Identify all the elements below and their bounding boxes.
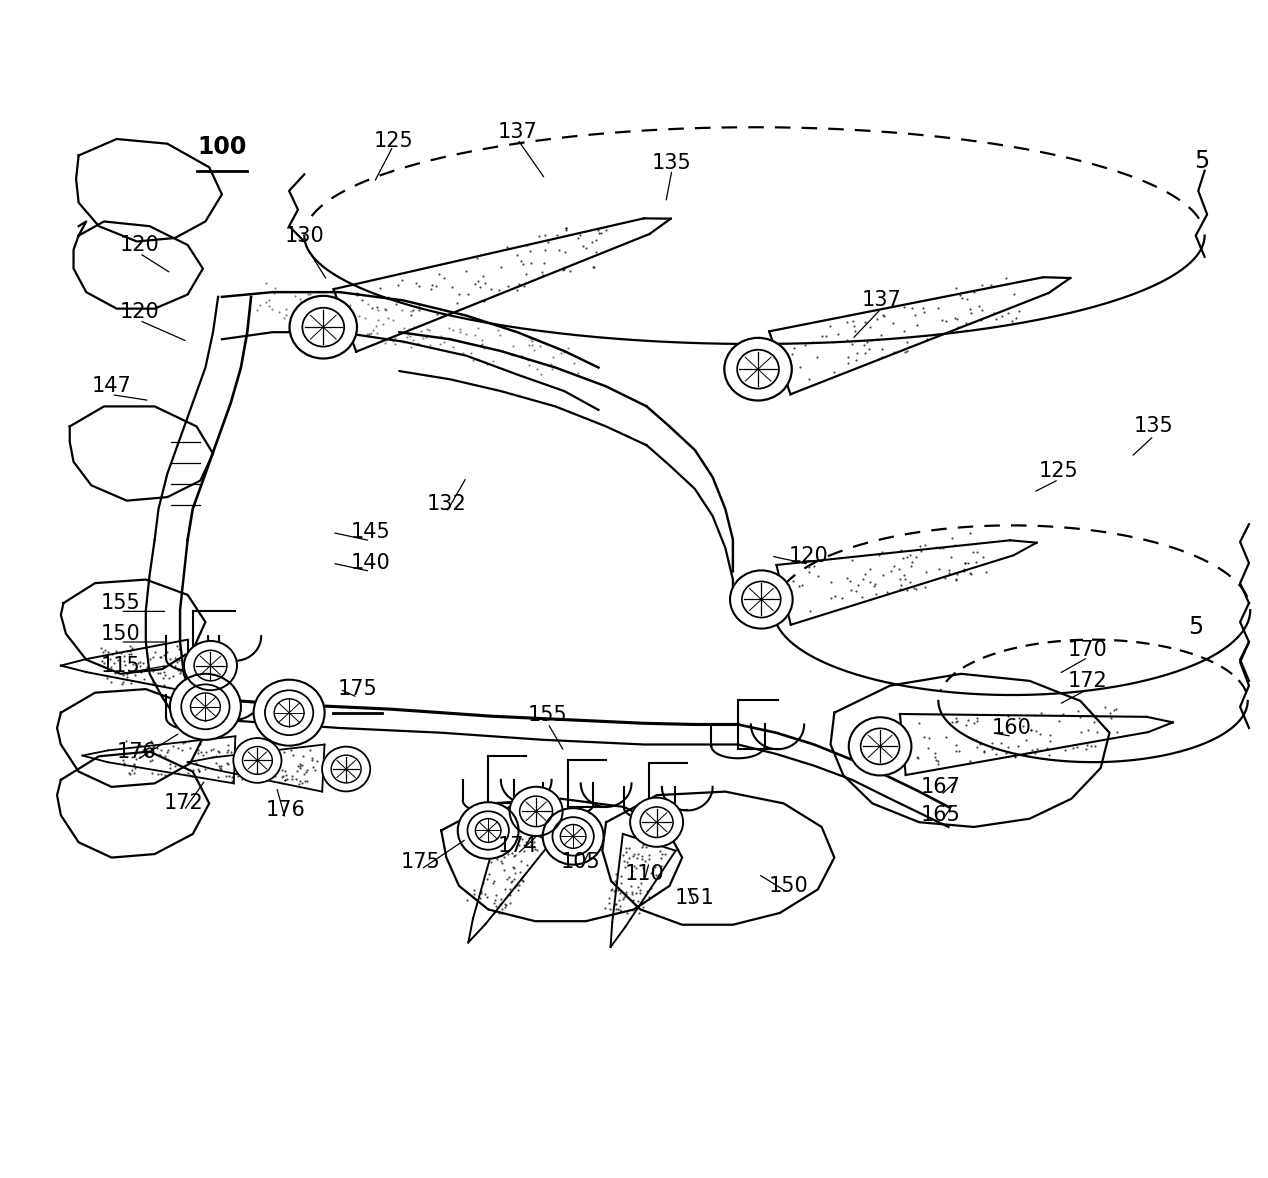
Circle shape (242, 747, 273, 774)
Text: 135: 135 (1134, 417, 1174, 436)
Text: 147: 147 (91, 377, 132, 396)
Text: 115: 115 (100, 656, 141, 675)
Text: 170: 170 (1068, 641, 1108, 660)
Circle shape (520, 796, 553, 827)
Circle shape (848, 717, 912, 775)
Circle shape (468, 812, 508, 849)
Text: 137: 137 (861, 291, 902, 310)
Text: 150: 150 (768, 876, 809, 895)
Text: 120: 120 (119, 303, 160, 322)
Text: 140: 140 (350, 554, 391, 573)
Circle shape (170, 674, 241, 740)
Text: 137: 137 (497, 123, 538, 141)
Circle shape (730, 570, 792, 629)
Circle shape (737, 350, 779, 389)
Text: 151: 151 (675, 888, 715, 907)
Text: 167: 167 (921, 777, 961, 796)
Circle shape (265, 690, 313, 735)
Circle shape (289, 296, 358, 358)
Text: 174: 174 (497, 836, 538, 855)
Text: 130: 130 (284, 226, 325, 245)
Text: 150: 150 (100, 624, 141, 643)
Text: 172: 172 (1068, 671, 1108, 690)
Text: 176: 176 (117, 742, 157, 761)
Circle shape (560, 825, 586, 848)
Circle shape (640, 807, 673, 838)
Circle shape (553, 818, 593, 855)
Text: 165: 165 (921, 806, 961, 825)
Circle shape (184, 641, 237, 690)
Text: 135: 135 (652, 153, 692, 172)
Text: 145: 145 (350, 523, 391, 542)
Text: 132: 132 (426, 495, 467, 514)
Circle shape (302, 307, 344, 346)
Text: 5: 5 (1188, 615, 1203, 638)
Text: 155: 155 (100, 594, 141, 613)
Circle shape (194, 650, 227, 681)
Circle shape (861, 728, 899, 765)
Circle shape (254, 680, 325, 746)
Circle shape (274, 699, 304, 727)
Text: 155: 155 (527, 706, 568, 724)
Circle shape (233, 739, 281, 783)
Text: 172: 172 (164, 794, 204, 813)
Text: 160: 160 (992, 719, 1032, 737)
Text: 105: 105 (560, 853, 601, 872)
Text: 100: 100 (198, 135, 246, 159)
Circle shape (543, 808, 604, 865)
Text: 125: 125 (1038, 462, 1079, 481)
Text: 175: 175 (337, 680, 378, 699)
Circle shape (724, 338, 791, 401)
Circle shape (190, 693, 221, 721)
Circle shape (181, 684, 230, 729)
Circle shape (458, 802, 519, 859)
Text: 120: 120 (789, 547, 829, 565)
Text: 175: 175 (401, 853, 441, 872)
Circle shape (476, 819, 501, 842)
Text: 176: 176 (265, 801, 306, 820)
Circle shape (630, 798, 683, 847)
Text: 5: 5 (1194, 150, 1210, 173)
Text: 125: 125 (373, 132, 413, 151)
Text: 120: 120 (119, 236, 160, 254)
Circle shape (322, 747, 370, 792)
Circle shape (742, 582, 781, 617)
Circle shape (510, 787, 563, 836)
Circle shape (331, 755, 361, 783)
Text: 110: 110 (624, 865, 664, 884)
